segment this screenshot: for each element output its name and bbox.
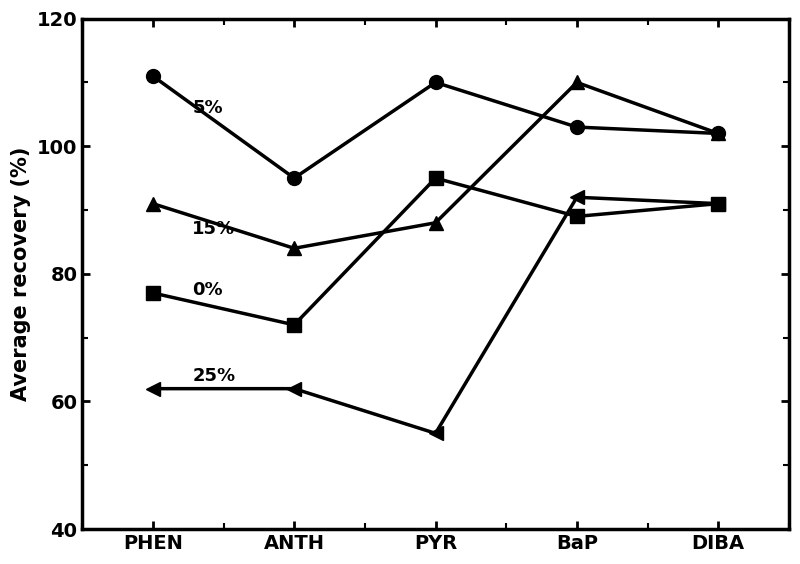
Y-axis label: Average recovery (%): Average recovery (%): [11, 147, 31, 401]
Text: 15%: 15%: [193, 220, 235, 238]
Text: 25%: 25%: [193, 367, 235, 385]
Text: 0%: 0%: [193, 281, 223, 299]
Text: 5%: 5%: [193, 99, 223, 117]
